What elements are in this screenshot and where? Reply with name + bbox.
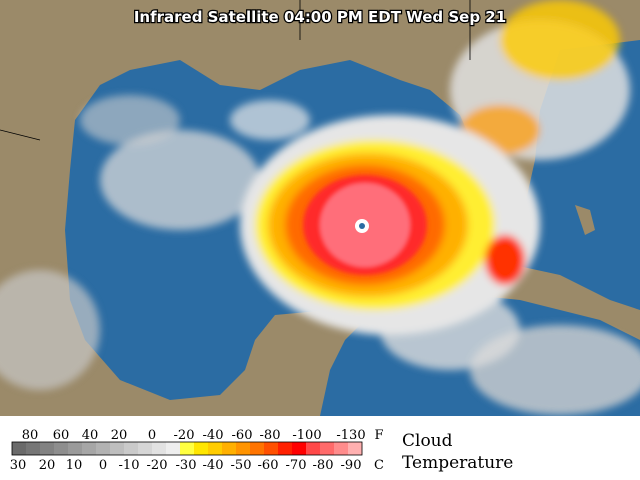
fahrenheit-label: -60 xyxy=(232,428,253,443)
color-swatch xyxy=(250,442,265,455)
celsius-label: -30 xyxy=(176,458,197,473)
color-swatch xyxy=(138,442,153,455)
color-swatch xyxy=(334,442,349,455)
color-swatch xyxy=(26,442,41,455)
fahrenheit-label: 20 xyxy=(111,428,128,443)
color-swatch xyxy=(264,442,279,455)
color-swatch xyxy=(96,442,111,455)
celsius-label: -50 xyxy=(231,458,252,473)
celsius-label: -90 xyxy=(341,458,362,473)
map xyxy=(0,0,640,416)
fahrenheit-label: -80 xyxy=(260,428,281,443)
color-swatch xyxy=(40,442,55,455)
color-swatch xyxy=(124,442,139,455)
fahrenheit-label: 40 xyxy=(82,428,99,443)
color-swatch xyxy=(348,442,363,455)
unit-label: F xyxy=(374,428,383,443)
celsius-label: -80 xyxy=(313,458,334,473)
color-swatch xyxy=(110,442,125,455)
color-swatch xyxy=(320,442,335,455)
color-swatch xyxy=(166,442,181,455)
fahrenheit-label: 0 xyxy=(148,428,156,443)
fahrenheit-label: 60 xyxy=(53,428,70,443)
fahrenheit-label: -40 xyxy=(203,428,224,443)
celsius-label: 20 xyxy=(39,458,56,473)
color-swatch xyxy=(152,442,167,455)
color-swatch xyxy=(54,442,69,455)
celsius-label: -60 xyxy=(258,458,279,473)
fahrenheit-label: -130 xyxy=(336,428,365,443)
color-swatch xyxy=(292,442,307,455)
color-swatch xyxy=(236,442,251,455)
color-swatch xyxy=(180,442,195,455)
color-swatch xyxy=(194,442,209,455)
legend-caption: Cloud xyxy=(402,431,453,451)
celsius-label: 0 xyxy=(99,458,107,473)
celsius-label: -10 xyxy=(119,458,140,473)
color-swatch xyxy=(222,442,237,455)
color-swatch xyxy=(278,442,293,455)
celsius-label: 30 xyxy=(10,458,27,473)
color-swatch xyxy=(68,442,83,455)
color-swatch xyxy=(82,442,97,455)
title: Infrared Satellite 04:00 PM EDT Wed Sep … xyxy=(134,8,506,26)
color-bar-frame xyxy=(11,441,363,456)
fahrenheit-label: -100 xyxy=(292,428,321,443)
legend-caption: Temperature xyxy=(402,453,513,473)
color-swatch xyxy=(208,442,223,455)
celsius-label: -40 xyxy=(203,458,224,473)
fahrenheit-label: -20 xyxy=(174,428,195,443)
celsius-label: 10 xyxy=(66,458,83,473)
fahrenheit-label: 80 xyxy=(22,428,39,443)
celsius-label: -70 xyxy=(286,458,307,473)
unit-label: C xyxy=(374,458,384,473)
color-swatch xyxy=(12,442,27,455)
celsius-label: -20 xyxy=(147,458,168,473)
color-swatch xyxy=(306,442,321,455)
